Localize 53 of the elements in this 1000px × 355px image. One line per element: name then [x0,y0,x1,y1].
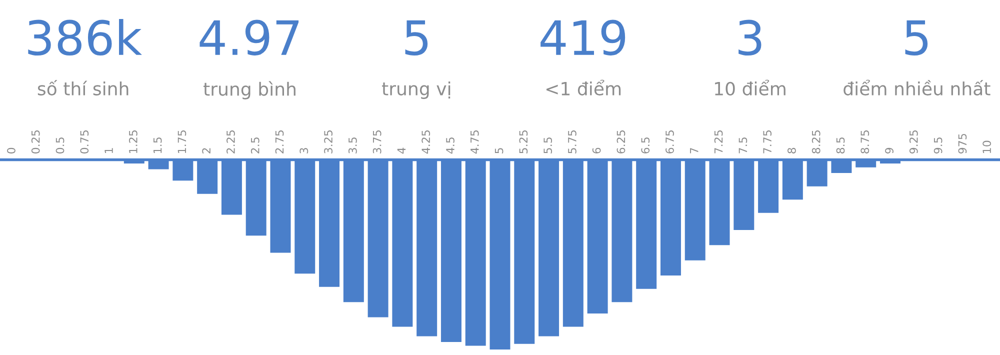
x-tick-label: 7 [690,148,698,154]
x-tick-label: 4.75 [470,130,479,154]
x-tick-label: 3.25 [324,130,332,154]
x-tick-label: 4 [397,148,406,154]
text: 5 [405,20,428,56]
x-tick-label: 10 [982,140,992,153]
x-tick-label: 5.5 [544,137,552,154]
text: số thí sinh [38,80,128,96]
x-tick-label: 3.75 [372,130,382,154]
x-tick-label: 3 [300,148,308,154]
x-tick-label: 0.25 [31,130,40,154]
x-tick-label: 1 [104,148,113,153]
x-tick-label: 5.25 [519,130,528,154]
x-tick-label: 9.25 [909,130,918,154]
x-tick-label: 6.5 [641,137,650,154]
x-tick-label: 4.5 [446,137,454,154]
x-tick-label: 6.25 [616,130,626,154]
x-tick-label: 1.75 [178,130,186,153]
text: 3 [738,20,762,56]
x-tick-label: 5 [494,148,504,154]
x-tick-label: 2 [202,148,210,154]
x-tick-label: 3.5 [348,137,357,154]
x-tick-label: 0.75 [80,130,89,154]
x-tick-label: 9.5 [934,137,942,154]
x-tick-label: 7.25 [714,130,723,154]
x-tick-label: 9 [885,148,894,154]
x-tick-label: 2.75 [275,130,284,154]
text: điểm nhiều nhất [844,80,990,96]
text: trung bình [204,81,296,100]
x-tick-label: 0 [7,148,16,154]
x-tick-label: 6 [592,148,601,154]
x-tick-label: 2.25 [226,130,235,154]
x-tick-label: 8.75 [860,130,870,154]
x-tick-label: 5.75 [568,130,576,154]
x-tick-label: 8.25 [812,130,820,154]
x-tick-label: 1.5 [154,137,162,153]
x-tick-label: 7.5 [738,137,748,154]
x-tick-label: 8.5 [836,137,845,154]
x-tick-label: 4.25 [422,130,430,154]
x-tick-label: 0.5 [56,137,64,154]
text: 5 [905,20,928,56]
text: 386k [28,18,142,56]
text: trung vị [382,82,450,99]
text: 419 [540,20,626,56]
x-tick-label: 8 [788,148,796,154]
text: 4.97 [200,20,299,56]
x-tick-label: 975 [958,134,967,154]
text: 10 điểm [715,80,786,96]
text: <1 điểm [546,80,621,96]
x-tick-label: 7.75 [763,130,772,154]
x-tick-label: 1.25 [128,130,138,153]
x-tick-label: 6.75 [666,130,674,154]
x-tick-label: 2.5 [250,137,260,154]
